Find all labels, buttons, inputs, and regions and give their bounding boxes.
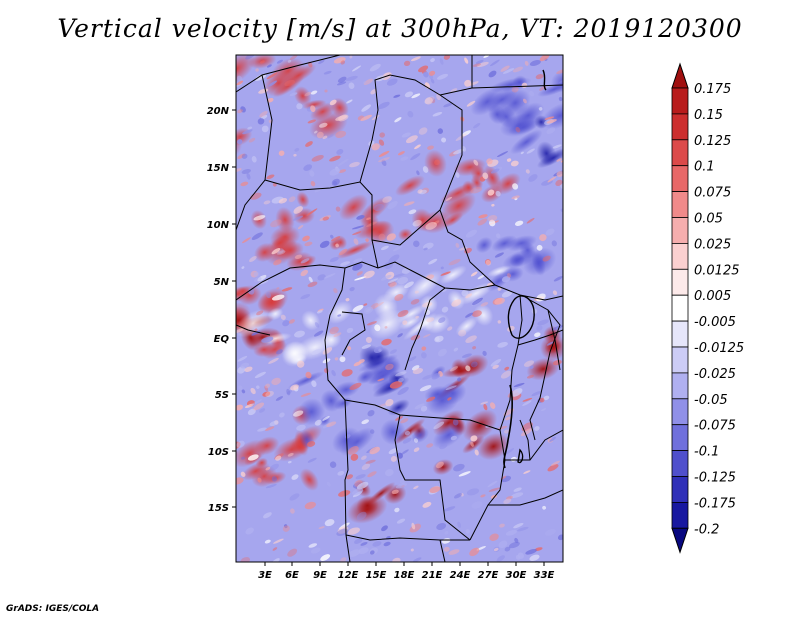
map-frame — [235, 54, 564, 563]
colorbar-segment — [671, 268, 689, 296]
colorbar-level-label: 0.05 — [694, 212, 723, 227]
lat-tick-label: 15N — [207, 163, 230, 174]
country-borders — [236, 55, 563, 562]
colorbar-bottom-arrow — [671, 527, 689, 554]
colorbar-level-label: -0.005 — [694, 315, 736, 330]
lon-tick-label: 15E — [366, 570, 387, 581]
colorbar-level-label: -0.05 — [694, 393, 728, 408]
lon-tick-label: 30E — [506, 570, 527, 581]
lon-tick-label: 21E — [422, 570, 443, 581]
grads-credit: GrADS: IGES/COLA — [6, 604, 100, 614]
colorbar-level-label: -0.175 — [694, 496, 736, 511]
lon-tick-label: 18E — [394, 570, 415, 581]
colorbar-level-label: 0.1 — [694, 160, 715, 175]
colorbar-segment — [671, 320, 689, 348]
colorbar-level-label: -0.2 — [694, 522, 719, 537]
colorbar-segment — [671, 476, 689, 503]
colorbar-level-label: 0.0125 — [694, 263, 740, 278]
colorbar-level-label: 0.125 — [694, 134, 731, 149]
colorbar-level-label: -0.075 — [694, 419, 736, 434]
vertical-velocity-field — [236, 55, 563, 562]
colorbar-segment — [671, 398, 689, 426]
colorbar-segment — [671, 346, 689, 374]
colorbar: 0.175 0.15 0.125 0.1 0.075 0.05 0.025 0.0125 0.0… — [671, 62, 744, 554]
lon-tick-label: 33E — [534, 570, 555, 581]
colorbar-level-label: 0.175 — [694, 82, 731, 97]
colorbar-segment — [671, 165, 689, 192]
colorbar-segment — [671, 501, 689, 529]
colorbar-segment — [671, 424, 689, 452]
colorbar-top-arrow — [671, 62, 689, 89]
longitude-axis: 3E 6E 9E 12E 15E 18E 21E 24E 27E 30E 33E — [258, 562, 555, 581]
lat-tick-label: 5N — [214, 277, 230, 288]
chart-title: Vertical velocity [m/s] at 300hPa, VT: 2… — [57, 14, 743, 43]
colorbar-level-label: -0.1 — [694, 445, 719, 460]
lat-tick-label: 15S — [208, 503, 229, 514]
colorbar-segment — [671, 139, 689, 167]
colorbar-segment — [671, 87, 689, 115]
lat-tick-label: 10S — [208, 447, 229, 458]
colorbar-segment — [671, 294, 689, 322]
lon-tick-label: 6E — [285, 570, 299, 581]
lon-tick-label: 27E — [478, 570, 499, 581]
colorbar-segment — [671, 242, 689, 270]
colorbar-level-label: 0.15 — [694, 108, 723, 123]
lat-tick-label: 5S — [215, 390, 229, 401]
lon-tick-label: 24E — [450, 570, 471, 581]
lon-tick-label: 9E — [313, 570, 327, 581]
colorbar-level-label: -0.025 — [694, 367, 736, 382]
lake-outlines — [503, 69, 547, 469]
colorbar-level-label: 0.025 — [694, 237, 731, 252]
colorbar-segment — [671, 450, 689, 477]
lon-tick-label: 12E — [338, 570, 359, 581]
colorbar-level-label: 0.005 — [694, 289, 731, 304]
latitude-axis: 20N 15N 10N 5N EQ 5S 10S 15S — [207, 106, 236, 514]
colorbar-level-label: -0.125 — [694, 471, 736, 486]
colorbar-level-label: 0.075 — [694, 186, 731, 201]
colorbar-segment — [671, 113, 689, 141]
lat-tick-label: 10N — [207, 220, 230, 231]
colorbar-segment — [671, 372, 689, 400]
colorbar-segment — [671, 191, 689, 218]
lat-tick-label: EQ — [214, 334, 230, 345]
lon-tick-label: 3E — [258, 570, 272, 581]
colorbar-segment — [671, 217, 689, 244]
lat-tick-label: 20N — [207, 106, 230, 117]
colorbar-level-label: -0.0125 — [694, 341, 744, 356]
